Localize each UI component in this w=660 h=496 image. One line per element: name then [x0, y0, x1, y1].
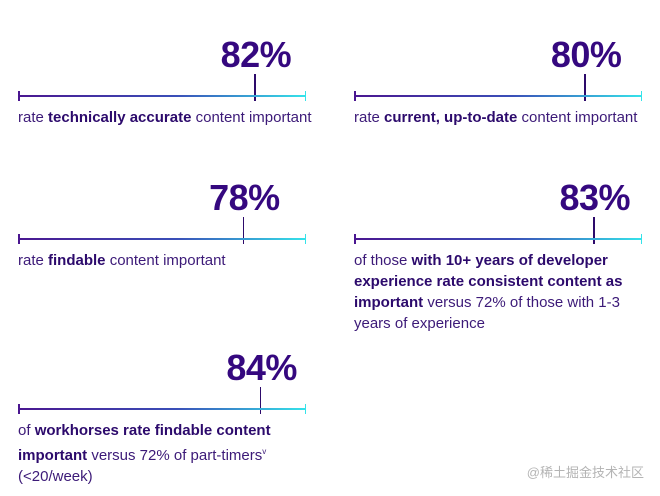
percentage-value: 80% — [550, 34, 622, 75]
highlight-text: technically accurate — [48, 109, 192, 126]
watermark: @稀土掘金技术社区 — [526, 465, 644, 480]
description-text: versus 72% of those with 1-3 years of ex… — [354, 294, 620, 332]
description-text: rate — [18, 252, 49, 269]
scale-end-cap — [640, 91, 642, 101]
scale-start-cap — [18, 404, 20, 414]
description-text: rate — [18, 109, 49, 126]
percentage-scale — [18, 234, 306, 244]
description-text: content important — [105, 252, 226, 269]
description-text: (<20/week) — [18, 468, 93, 485]
percentage-value: 82% — [220, 34, 292, 75]
percentage-value: 83% — [559, 177, 631, 218]
stat-description: rate findable content important — [18, 250, 318, 271]
percentage-value: 84% — [226, 347, 297, 388]
value-marker — [259, 387, 262, 414]
scale-start-cap — [18, 234, 20, 244]
highlight-text: workhorses rate findable content importa… — [18, 422, 271, 464]
scale-end-cap — [640, 234, 642, 244]
scale-end-cap — [304, 404, 306, 414]
value-marker — [584, 74, 586, 101]
stat-description: of workhorses rate findable content impo… — [18, 420, 318, 487]
scale-end-cap — [304, 234, 306, 244]
value-marker — [593, 217, 595, 244]
description-text: content important — [517, 109, 638, 126]
percentage-value: 78% — [209, 177, 280, 218]
description-text: rate — [354, 109, 385, 126]
highlight-text: current, up-to-date — [384, 109, 518, 126]
description-text: versus 72% of part-timers — [87, 447, 263, 464]
scale-start-cap — [18, 91, 20, 101]
percentage-scale — [18, 404, 306, 414]
scale-start-cap — [354, 234, 356, 244]
percentage-scale — [18, 91, 306, 101]
stat-description: rate current, up-to-date content importa… — [354, 107, 654, 128]
stat-description: of those with 10+ years of developer exp… — [354, 250, 654, 334]
description-text: of — [18, 422, 35, 439]
value-marker — [254, 74, 256, 101]
stat-description: rate technically accurate content import… — [18, 107, 318, 128]
scale-start-cap — [354, 91, 356, 101]
highlight-text: with 10+ years of developer experience r… — [354, 252, 623, 311]
percentage-scale — [354, 234, 642, 244]
scale-end-cap — [304, 91, 306, 101]
percentage-scale — [354, 91, 642, 101]
description-text: v — [262, 447, 267, 456]
description-text: content important — [191, 109, 312, 126]
highlight-text: findable — [48, 252, 106, 269]
value-marker — [242, 217, 245, 244]
description-text: of those — [354, 252, 412, 269]
